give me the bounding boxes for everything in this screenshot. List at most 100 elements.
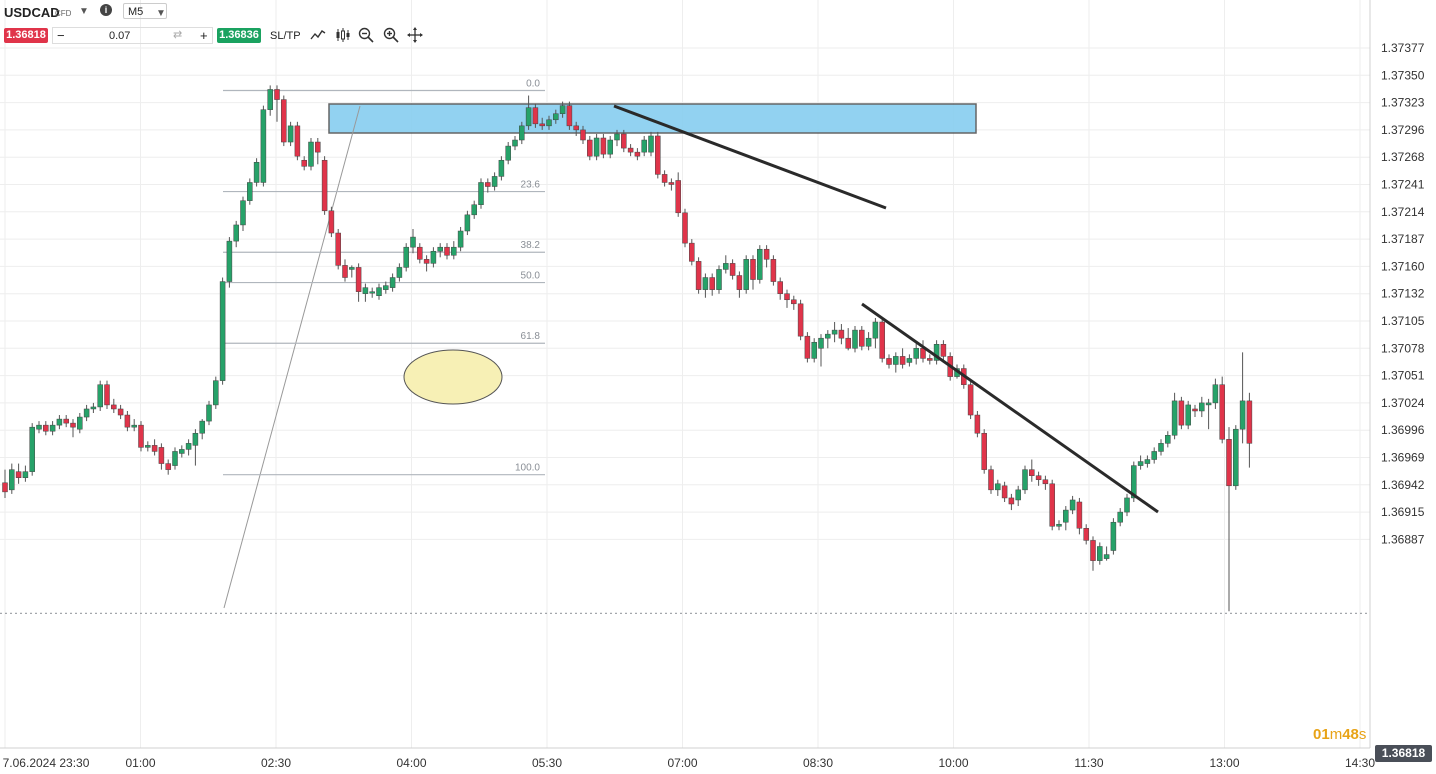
candle-body (131, 424, 137, 428)
zoom-in-icon[interactable] (383, 27, 399, 43)
zoom-out-icon[interactable] (358, 27, 374, 43)
fibonacci-retracement[interactable]: 0.0 23.6 38.2 50.0 61.8 100.0 (223, 78, 545, 476)
retest-highlight[interactable] (403, 349, 503, 405)
candle-body (532, 107, 539, 125)
candle-body (607, 139, 613, 155)
crosshair-icon[interactable] (407, 27, 423, 43)
decrease-button[interactable]: − (57, 28, 65, 43)
candle-body (376, 287, 382, 296)
candle (192, 429, 199, 466)
candle (451, 241, 457, 260)
quantity-stepper[interactable]: − 0.07 ⇄ + (52, 27, 213, 44)
candle (689, 239, 695, 266)
price-tick-label: 1.37214 (1381, 205, 1425, 219)
candle-body (702, 277, 709, 290)
line-chart-icon[interactable] (310, 27, 326, 43)
trendline-2[interactable] (861, 302, 1159, 514)
candle (655, 131, 661, 179)
candle (899, 348, 906, 369)
candle (763, 245, 770, 268)
candle-body (206, 404, 212, 422)
candle (675, 172, 681, 217)
increase-button[interactable]: + (200, 28, 208, 43)
candle-body (1042, 479, 1049, 485)
buy-button[interactable]: 1.36836 (217, 28, 261, 43)
candle (927, 354, 933, 365)
swap-icon[interactable]: ⇄ (173, 29, 183, 41)
candle (634, 148, 641, 161)
price-tick-label: 1.36887 (1381, 532, 1425, 546)
candle-body (709, 277, 715, 290)
timeframe-select[interactable]: M5 ▼ (123, 3, 167, 19)
time-tick-label: 01:00 (125, 756, 155, 770)
candle-body (1205, 402, 1212, 406)
candle-body (1226, 439, 1232, 487)
candle-body (1199, 402, 1205, 412)
fib-level-label: 0.0 (526, 78, 540, 89)
timer-minutes-unit: m (1329, 726, 1343, 743)
candle (1199, 396, 1205, 418)
candle-body (478, 182, 484, 205)
candle (1226, 427, 1232, 612)
candle (1015, 485, 1021, 507)
candle-body (2, 482, 8, 493)
candle-body (648, 135, 654, 153)
candle (736, 271, 743, 298)
candle-body (97, 384, 103, 408)
candle-body (1144, 459, 1151, 464)
candle (818, 334, 824, 367)
candle (376, 283, 382, 300)
candle (444, 243, 450, 260)
candle (1233, 425, 1239, 490)
candle-body (192, 432, 199, 446)
candle (695, 257, 702, 294)
candle (967, 380, 974, 420)
candle-body (1151, 451, 1157, 460)
sl-tp-button[interactable]: SL/TP (270, 30, 301, 42)
quantity-value[interactable]: 0.07 (109, 30, 131, 42)
candle-body (600, 137, 607, 155)
price-tick-label: 1.36969 (1381, 451, 1425, 465)
candle (872, 317, 879, 349)
candle (15, 463, 22, 484)
candle (532, 103, 539, 128)
candle-body (349, 267, 355, 270)
info-icon[interactable]: i (100, 4, 112, 16)
candle (417, 243, 423, 264)
candle-body (736, 275, 743, 290)
candle (1008, 493, 1015, 511)
candle-body (879, 321, 885, 359)
candle-body (1131, 465, 1137, 499)
symbol-type: CFD (55, 9, 72, 18)
candle (389, 273, 396, 292)
candle-body (838, 329, 845, 339)
candle-body (1056, 523, 1062, 527)
candles-icon[interactable] (335, 27, 351, 43)
candle-body (179, 449, 185, 454)
sell-button[interactable]: 1.36818 (4, 28, 48, 43)
candle-body (83, 408, 90, 418)
candle-body (1171, 400, 1178, 436)
candle (566, 101, 573, 130)
candle-body (240, 200, 246, 226)
candle (702, 273, 709, 298)
candle-body (138, 424, 144, 448)
candle-body (457, 230, 464, 248)
time-tick-label: 11:30 (1074, 756, 1103, 770)
supply-zone[interactable] (328, 103, 977, 134)
candle-body (899, 356, 906, 365)
candle-body (274, 89, 280, 100)
trendline-1[interactable] (613, 104, 887, 210)
candle (206, 400, 212, 426)
candle (838, 324, 845, 345)
chevron-down-icon[interactable]: ▼ (79, 6, 89, 17)
symbol-label[interactable]: USDCAD (4, 5, 60, 20)
candle-body (1008, 497, 1015, 505)
candle-body (852, 329, 858, 349)
candle (784, 289, 790, 308)
candle (9, 463, 15, 494)
candle (90, 402, 97, 414)
candle (267, 85, 273, 116)
candle (287, 121, 294, 147)
